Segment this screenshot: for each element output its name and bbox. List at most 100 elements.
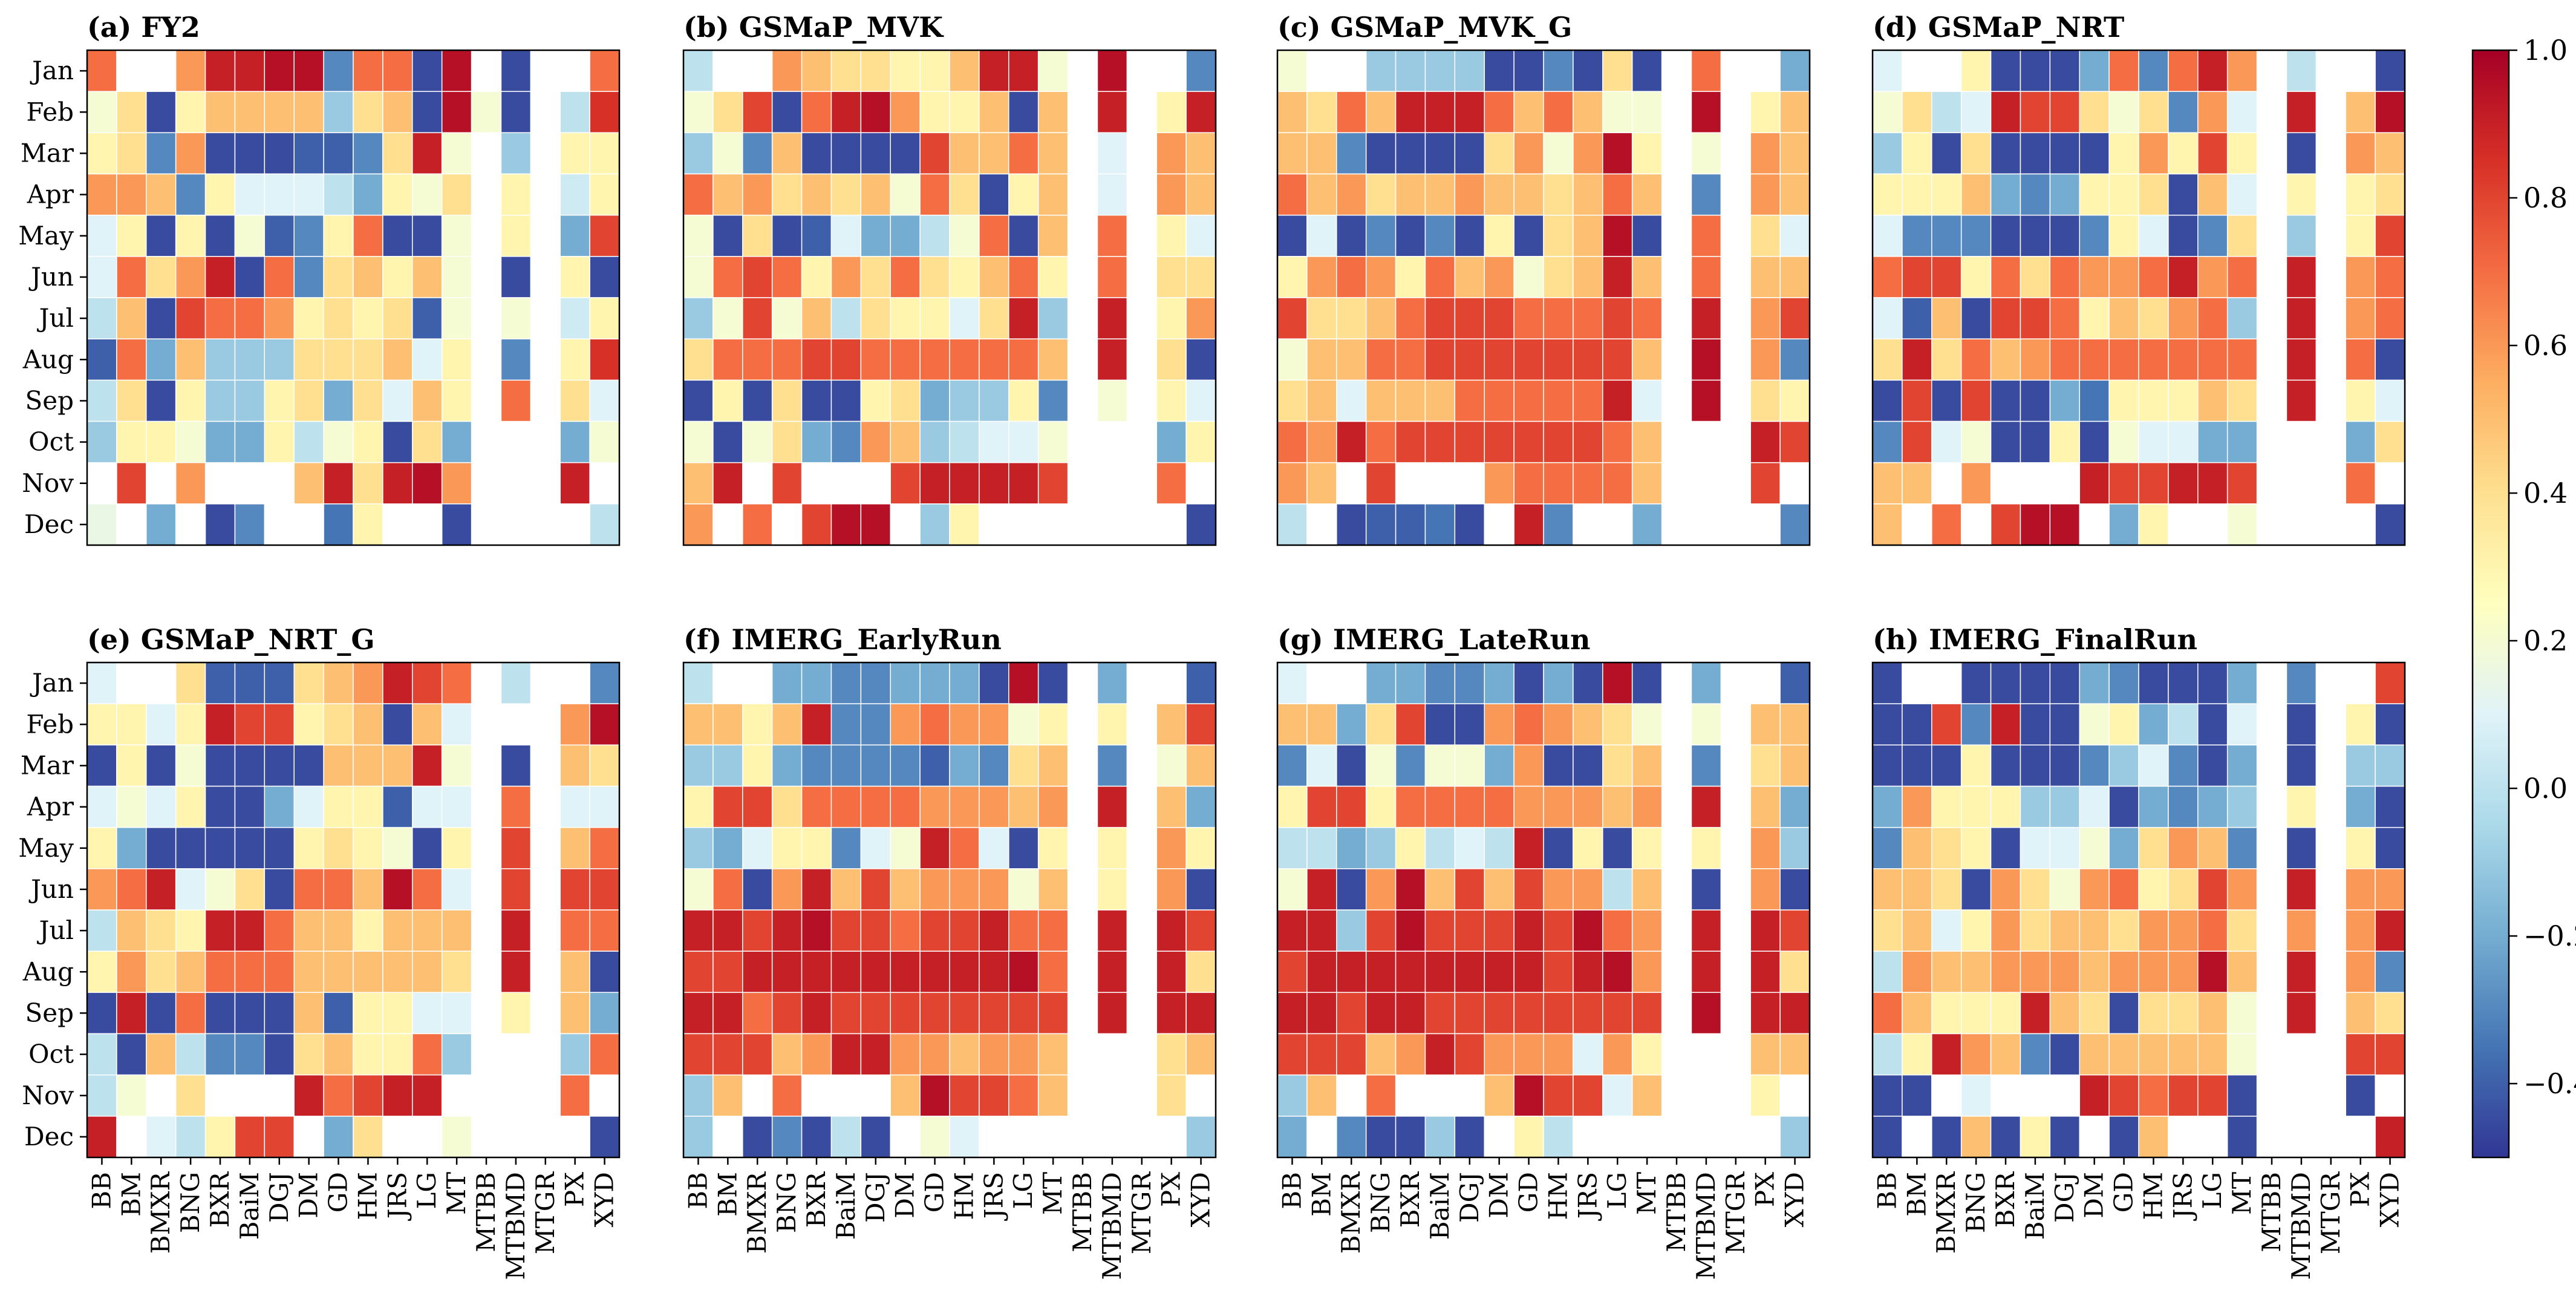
heatmap-cell [2375,868,2405,911]
heatmap-cell [175,379,206,422]
x-tick-label: XYD [2375,1172,2405,1227]
heatmap-cell [146,256,177,298]
heatmap-cell [712,826,743,869]
heatmap-cell [949,1074,980,1117]
heatmap-cell [1573,462,1603,505]
x-tick-label: BMXR [146,1171,175,1254]
heatmap-cell [979,868,1009,911]
heatmap-cell [2138,951,2169,993]
plot-frame [86,49,621,546]
heatmap-cell [1631,951,1663,993]
x-tick-label: MT [1038,1172,1068,1215]
heatmap-cell [589,503,620,546]
heatmap-cell [949,662,980,704]
heatmap-cell [1306,173,1337,216]
heatmap-cell [353,338,383,381]
heatmap-cell [2197,785,2228,828]
heatmap-cell [1424,132,1456,175]
heatmap-cell [1513,826,1544,869]
heatmap-cell [441,297,472,339]
x-tick-label: GD [2109,1172,2139,1212]
heatmap-cell [412,214,443,257]
heatmap-cell [771,256,803,298]
colorbar-tick-label: 0.0 [2523,772,2568,805]
heatmap-cell [1960,662,1992,704]
heatmap-cell [801,1033,832,1076]
heatmap-cell [1097,744,1128,787]
heatmap-cell [683,256,714,298]
heatmap-cell [2168,379,2199,422]
heatmap-cell [1454,173,1485,216]
heatmap-cell [2168,91,2199,134]
x-tick-label: DGJ [2050,1172,2079,1223]
heatmap-cell [949,785,980,828]
heatmap-cell [1750,909,1781,952]
heatmap-cell [1277,951,1308,993]
heatmap-cell [500,826,532,869]
heatmap-cell [1336,992,1367,1035]
panel-4: (d) GSMaP_NRT [1871,11,2406,546]
heatmap-cell [234,826,266,869]
heatmap-cell [382,868,413,911]
heatmap-cell [441,173,472,216]
heatmap-cell [1872,462,1903,505]
heatmap-cell [949,1033,980,1076]
heatmap-cell [323,992,354,1035]
heatmap-cell [949,91,980,134]
heatmap-cell [1931,1116,1962,1158]
heatmap-cell [1931,420,1962,463]
heatmap-cell [1960,826,1992,869]
heatmap-cell [412,951,443,993]
heatmap-cell [1424,744,1456,787]
heatmap-cell [1691,91,1722,134]
panel-title: (c) GSMaP_MVK_G [1277,11,1572,44]
heatmap-cell [1513,868,1544,911]
heatmap-cell [234,420,266,463]
heatmap-cell [293,214,324,257]
heatmap-cell [2079,214,2110,257]
heatmap-cell [264,744,295,787]
heatmap-cell [441,992,472,1035]
heatmap-cell [1573,826,1603,869]
heatmap-cell [1602,909,1633,952]
heatmap-cell [323,462,354,505]
x-tick-label: LG [1602,1172,1632,1209]
x-tick-label: BaiM [1425,1172,1455,1240]
heatmap-cell [1008,1074,1039,1117]
heatmap-cell [2226,992,2258,1035]
heatmap-cell [712,744,743,787]
heatmap-cell [293,662,324,704]
heatmap-cell [1277,744,1308,787]
heatmap-cell [2079,50,2110,92]
heatmap-cell [742,132,773,175]
heatmap-cell [2226,503,2258,546]
heatmap-cell [1306,420,1337,463]
heatmap-cell [1513,785,1544,828]
heatmap-cell [1872,951,1903,993]
heatmap-cell [1395,909,1426,952]
heatmap-cell [353,909,383,952]
heatmap-cell [771,173,803,216]
heatmap-cell [2049,1033,2080,1076]
heatmap-cell [86,1074,117,1117]
heatmap-cell [2375,173,2405,216]
heatmap-cell [860,785,891,828]
heatmap-cell [175,50,206,92]
heatmap-cell [1990,662,2021,704]
heatmap-cell [1990,744,2021,787]
heatmap-cell [1543,744,1574,787]
heatmap-cell [949,503,980,546]
heatmap-cell [2197,379,2228,422]
heatmap-cell [1336,826,1367,869]
panel-title: (b) GSMaP_MVK [683,11,944,44]
heatmap-cell [1602,826,1633,869]
heatmap-cell [1872,91,1903,134]
heatmap-cell [979,338,1009,381]
heatmap-cell [979,462,1009,505]
heatmap-cell [1931,297,1962,339]
heatmap-cell [860,1033,891,1076]
heatmap-cell [146,503,177,546]
heatmap-cell [353,951,383,993]
heatmap-cell [146,1116,177,1158]
